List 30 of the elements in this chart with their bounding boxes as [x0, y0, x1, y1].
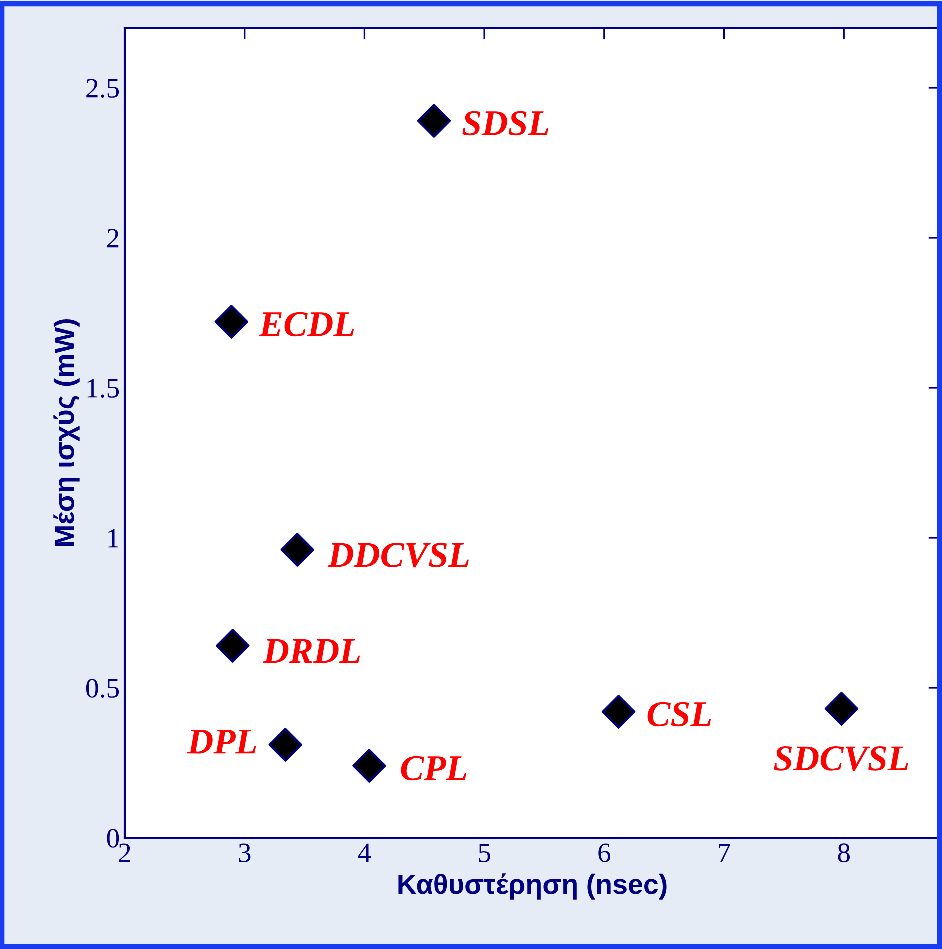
x-tick-label: 5 [479, 844, 490, 862]
y-tick-label: 1.5 [88, 379, 120, 398]
point [602, 695, 636, 729]
x-tick-label: 3 [239, 844, 251, 862]
point [417, 104, 452, 138]
y-axis-title: Μέση ισχύς (mW) [54, 319, 80, 546]
annotation: DPL [187, 730, 256, 754]
point [214, 305, 249, 339]
annotation: CSL [648, 702, 712, 727]
y-tick-label: 1 [108, 529, 118, 548]
x-axis-title: Καθυστέρηση (nsec) [398, 874, 667, 900]
y-tick-label: 0 [107, 829, 120, 848]
y-tick-label: 0.5 [86, 679, 120, 698]
annotation: DRDL [263, 639, 360, 664]
annotation: ECDL [259, 312, 354, 337]
annotation: SDSL [462, 111, 549, 136]
point [824, 692, 859, 726]
x-tick-label: 7 [719, 844, 730, 862]
annotation: SDCVSL [774, 746, 908, 772]
x-tick-label: 6 [598, 844, 611, 862]
point [352, 749, 386, 783]
annotation: DDCVSL [328, 543, 469, 568]
y-tick-label: 2 [107, 229, 119, 248]
y-tick-label: 2.5 [86, 79, 120, 98]
point [216, 629, 250, 663]
x-tick-label: 4 [358, 844, 372, 862]
x-tick-label: 8 [838, 844, 850, 862]
point [268, 728, 302, 762]
point [280, 533, 314, 567]
annotation: CPL [401, 756, 467, 781]
